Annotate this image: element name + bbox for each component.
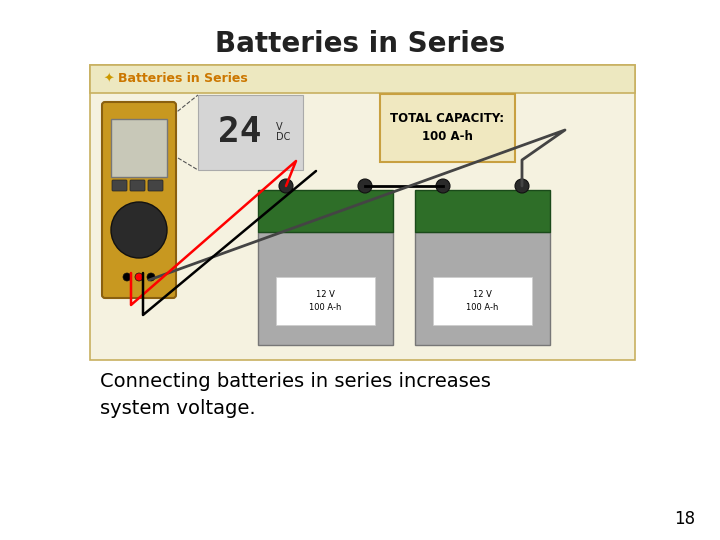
Text: ✦: ✦ <box>104 72 114 85</box>
FancyBboxPatch shape <box>130 180 145 191</box>
Circle shape <box>123 273 131 281</box>
Bar <box>415 232 550 345</box>
FancyBboxPatch shape <box>380 94 515 162</box>
Text: 12 V
100 A-h: 12 V 100 A-h <box>310 291 342 312</box>
Bar <box>415 190 550 232</box>
Circle shape <box>111 202 167 258</box>
Text: V: V <box>276 123 283 132</box>
Text: Connecting batteries in series increases
system voltage.: Connecting batteries in series increases… <box>100 372 491 417</box>
Circle shape <box>358 179 372 193</box>
Circle shape <box>436 179 450 193</box>
Circle shape <box>147 273 155 281</box>
Text: 12 V
100 A-h: 12 V 100 A-h <box>467 291 499 312</box>
Text: 18: 18 <box>674 510 695 528</box>
Text: DC: DC <box>276 132 290 143</box>
Bar <box>433 277 532 325</box>
Text: Batteries in Series: Batteries in Series <box>118 72 248 85</box>
Circle shape <box>135 273 143 281</box>
Text: 24: 24 <box>218 116 262 150</box>
FancyBboxPatch shape <box>112 180 127 191</box>
FancyBboxPatch shape <box>148 180 163 191</box>
Circle shape <box>279 179 293 193</box>
FancyBboxPatch shape <box>102 102 176 298</box>
Circle shape <box>515 179 529 193</box>
Bar <box>111 119 167 177</box>
Text: TOTAL CAPACITY:
100 A-h: TOTAL CAPACITY: 100 A-h <box>390 112 505 144</box>
FancyBboxPatch shape <box>90 65 635 93</box>
FancyBboxPatch shape <box>90 65 635 360</box>
Bar <box>276 277 375 325</box>
Bar <box>258 232 393 345</box>
Bar <box>258 190 393 232</box>
Text: Batteries in Series: Batteries in Series <box>215 30 505 58</box>
Bar <box>198 95 303 170</box>
